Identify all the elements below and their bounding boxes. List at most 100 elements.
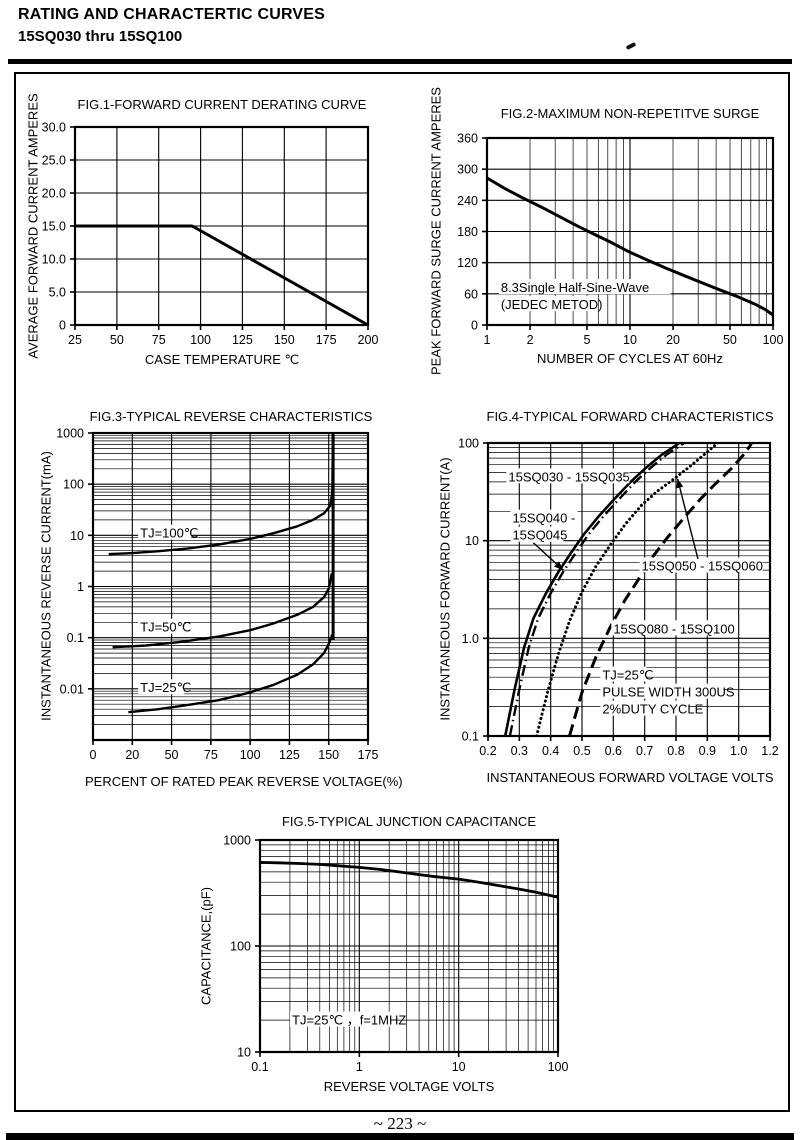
capacitance-curve (259, 861, 559, 899)
x-tick-label: 100 (190, 333, 211, 347)
x-tick-label: 25 (68, 333, 82, 347)
y-tick-label: 5.0 (49, 286, 66, 300)
derating-curve (75, 224, 369, 326)
annotation-label: 15SQ045 (512, 528, 567, 543)
fig3-y-axis-label: INSTANTANEOUS REVERSE CURRENT(mA) (38, 451, 54, 721)
annotation-bg (498, 279, 671, 295)
fig1-y-axis-label: AVERAGE FORWARD CURRENT AMPERES (25, 93, 41, 359)
y-tick-label: 0 (59, 319, 66, 333)
annotation-bg (611, 620, 735, 636)
x-tick-label: 125 (232, 333, 253, 347)
x-tick-label: 75 (152, 333, 166, 347)
y-tick-label: 240 (457, 194, 478, 208)
y-tick-label: 60 (464, 287, 478, 301)
y-tick-label: 0.1 (462, 730, 479, 744)
fig2-chart: 1 2 5 10 20 50 100 0 60 120 180 240 300 360 8.3Single … (457, 132, 783, 348)
x-tick-label: 1 (484, 333, 491, 347)
tj-50-curve (112, 573, 334, 649)
fig1-title: FIG.1-FORWARD CURRENT DERATING CURVE (77, 97, 367, 112)
annotation-label: (JEDEC METOD) (501, 297, 603, 312)
y-tick-label: 20.0 (42, 187, 66, 201)
y-tick-label: 100 (458, 437, 479, 451)
fig3-x-axis-label: PERCENT OF RATED PEAK REVERSE VOLTAGE(%) (85, 774, 403, 789)
y-tick-label: 10 (237, 1046, 251, 1060)
fig2-y-axis-label: PEAK FORWARD SURGE CURRENT AMPERES (428, 87, 444, 375)
fig5-title: FIG.5-TYPICAL JUNCTION CAPACITANCE (281, 814, 536, 829)
fig4-chart: 0.2 0.3 0.4 0.5 0.6 0.7 0.8 0.9 1.0 1.2 0.1 1.0 10 10… (458, 437, 779, 759)
y-tick-label: 15.0 (42, 220, 66, 234)
x-tick-label: 125 (279, 748, 300, 762)
x-tick-label: 0.9 (699, 744, 716, 758)
fig5-y-axis-label: CAPACITANCE,(pF) (198, 887, 214, 1005)
x-tick-label: 175 (358, 748, 379, 762)
fig3-chart: 0 20 50 75 100 125 150 175 0.01 0.1 1 10 100 1000 TJ=1… (56, 427, 379, 763)
x-tick-label: 0.8 (667, 744, 684, 758)
plot-border (486, 441, 772, 738)
y-tick-label: 25.0 (42, 154, 66, 168)
fig4-title: FIG.4-TYPICAL FORWARD CHARACTERISTICS (486, 409, 774, 424)
annotation-bg (498, 296, 594, 312)
page-number: ~ 223 ~ (373, 1114, 427, 1133)
curve-15sq050-15sq060 (535, 442, 722, 737)
content-frame (14, 72, 790, 1112)
x-tick-label: 0.3 (511, 744, 528, 758)
fig2-x-axis-label: NUMBER OF CYCLES AT 60Hz (537, 351, 723, 366)
y-tick-label: 1 (77, 580, 84, 594)
fig1-x-axis-label: CASE TEMPERATURE ℃ (144, 352, 300, 367)
y-tick-label: 100 (63, 478, 84, 492)
y-tick-label: 300 (457, 163, 478, 177)
annotation-bg (506, 468, 630, 484)
x-tick-label: 50 (165, 748, 179, 762)
annotation-bg (138, 524, 192, 540)
x-tick-label: 0 (90, 748, 97, 762)
y-tick-label: 180 (457, 225, 478, 239)
fig5-chart: 0.1 1 10 100 10 100 1000 TJ=25℃ ，f=1MHZ (223, 834, 569, 1075)
y-tick-label: 100 (230, 940, 251, 954)
y-tick-label: 0.01 (60, 682, 84, 696)
tj-100-curve (108, 432, 335, 556)
y-tick-label: 30.0 (42, 121, 66, 135)
curve-15sq080-15sq100 (568, 442, 754, 737)
bottom-divider (6, 1133, 794, 1140)
x-tick-label: 10 (452, 1060, 466, 1074)
annotation-label: TJ=25℃ (602, 668, 653, 683)
annotation-label: 15SQ080 - 15SQ100 (613, 621, 734, 636)
x-tick-label: 50 (110, 333, 124, 347)
y-tick-label: 1000 (56, 427, 84, 441)
top-divider (8, 59, 792, 64)
y-tick-label: 0.1 (67, 631, 84, 645)
x-tick-label: 50 (723, 333, 737, 347)
annotation-label: TJ=25℃ (140, 680, 191, 695)
fig5-x-axis-label: REVERSE VOLTAGE VOLTS (323, 1079, 495, 1094)
x-tick-label: 10 (623, 333, 637, 347)
arrow-head (676, 478, 684, 489)
annotation-bg (639, 557, 763, 573)
fig4-x-axis-label: INSTANTANEOUS FORWARD VOLTAGE VOLTS (486, 770, 774, 785)
x-tick-label: 20 (125, 748, 139, 762)
y-tick-label: 10 (465, 534, 479, 548)
annotation-label: TJ=50℃ (140, 620, 191, 635)
annotation-bg (600, 666, 647, 682)
y-tick-label: 10 (70, 529, 84, 543)
annotation-bg (510, 526, 564, 542)
curve-15sq030-15sq035 (503, 442, 682, 737)
y-tick-label: 1000 (223, 834, 251, 848)
x-tick-label: 1.2 (761, 744, 778, 758)
annotation-bg (138, 679, 185, 695)
x-tick-label: 0.6 (605, 744, 622, 758)
annotation-label: TJ=100℃ (140, 526, 198, 541)
annotation-label: 15SQ040 - (512, 511, 575, 526)
x-tick-label: 100 (548, 1060, 569, 1074)
x-tick-label: 2 (527, 333, 534, 347)
tj-25-curve (128, 634, 334, 714)
x-tick-label: 0.7 (636, 744, 653, 758)
surge-current-curve (486, 176, 774, 317)
y-tick-label: 120 (457, 256, 478, 270)
x-tick-label: 0.5 (573, 744, 590, 758)
fig3-title: FIG.3-TYPICAL REVERSE CHARACTERISTICS (89, 409, 373, 424)
x-tick-label: 150 (318, 748, 339, 762)
x-tick-label: 175 (316, 333, 337, 347)
x-tick-label: 100 (240, 748, 261, 762)
annotation-label: 15SQ030 - 15SQ035 (508, 469, 629, 484)
annotation-label: 2%DUTY CYCLE (602, 702, 703, 717)
